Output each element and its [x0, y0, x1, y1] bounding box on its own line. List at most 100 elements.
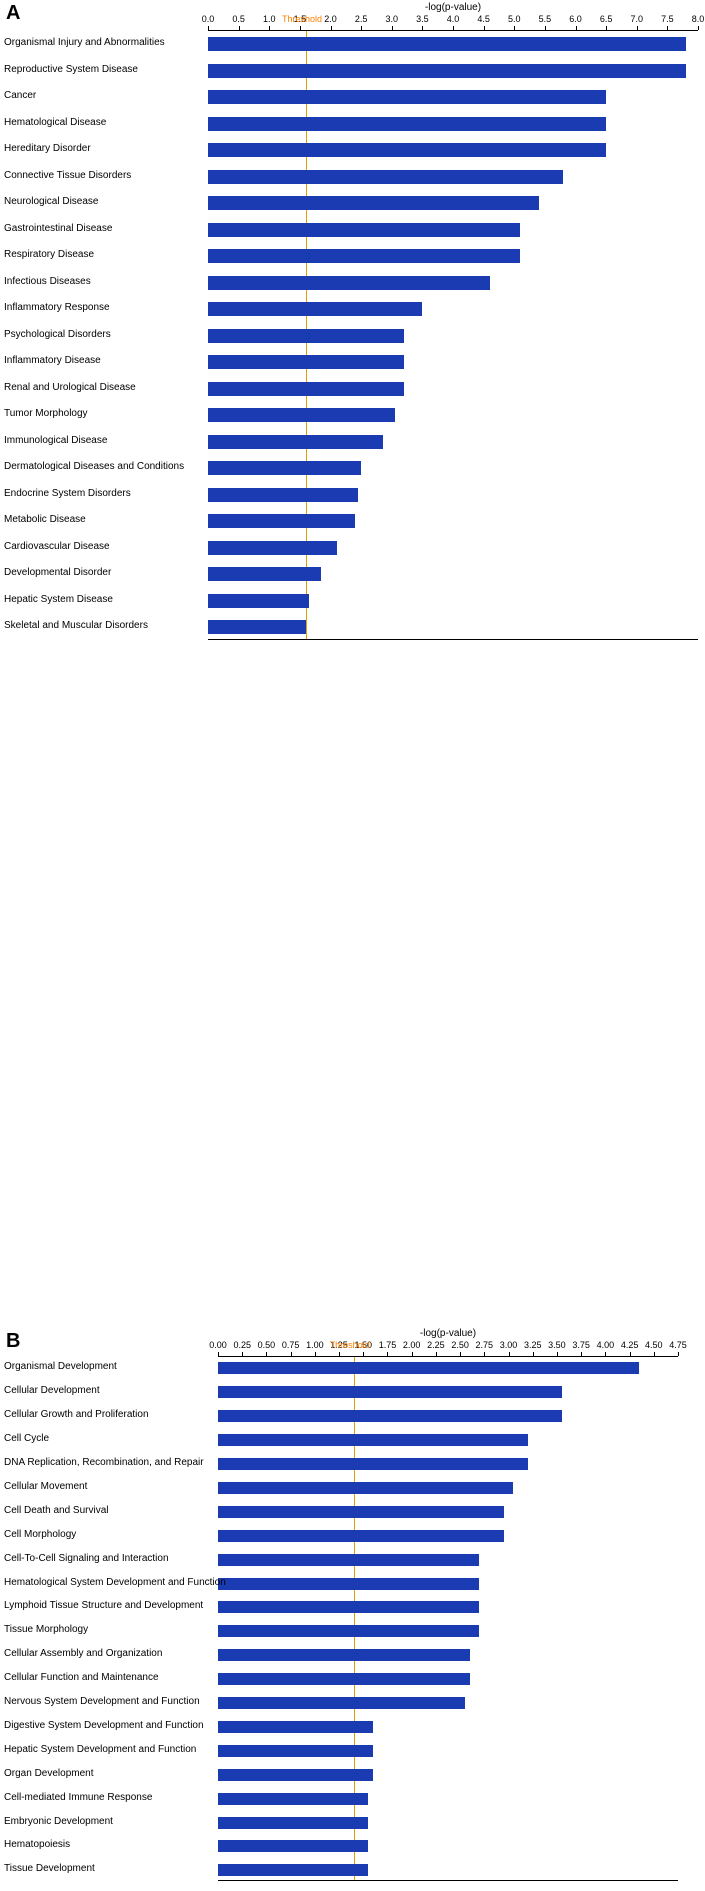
tick-label: 3.75: [572, 1340, 590, 1350]
bar: [208, 567, 321, 581]
category-label: Cellular Development: [4, 1385, 214, 1396]
bar: [218, 1482, 513, 1494]
bar: [208, 37, 686, 51]
category-label: Connective Tissue Disorders: [4, 170, 204, 181]
bar: [208, 223, 520, 237]
bar: [218, 1769, 373, 1781]
x-axis-ticks: 0.000.250.500.751.001.251.501.752.002.25…: [218, 1340, 678, 1354]
category-label: Cellular Movement: [4, 1481, 214, 1492]
bar: [218, 1434, 528, 1446]
category-label: Gastrointestinal Disease: [4, 223, 204, 234]
category-label: Organismal Injury and Abnormalities: [4, 37, 204, 48]
bar: [218, 1721, 373, 1733]
tick-label: 3.00: [500, 1340, 518, 1350]
category-label: DNA Replication, Recombination, and Repa…: [4, 1457, 214, 1468]
x-axis-title: -log(p-value): [218, 1328, 678, 1339]
category-label: Cardiovascular Disease: [4, 541, 204, 552]
tick-label: 4.00: [597, 1340, 615, 1350]
bar: [208, 461, 361, 475]
tick-label: 3.25: [524, 1340, 542, 1350]
bar: [208, 329, 404, 343]
tick-label: 1.0: [263, 14, 276, 24]
tick-label: 5.0: [508, 14, 521, 24]
bar: [208, 249, 520, 263]
tick-label: 7.5: [661, 14, 674, 24]
bar: [218, 1697, 465, 1709]
bar: [208, 143, 606, 157]
bar: [208, 302, 422, 316]
tick-label: 0.0: [202, 14, 215, 24]
bar: [218, 1817, 368, 1829]
category-label: Tissue Development: [4, 1863, 214, 1874]
category-label: Hematopoiesis: [4, 1839, 214, 1850]
bar: [208, 594, 309, 608]
tick-label: 3.50: [548, 1340, 566, 1350]
bar: [218, 1601, 479, 1613]
category-label: Hepatic System Disease: [4, 594, 204, 605]
bar: [218, 1578, 479, 1590]
bar: [208, 514, 355, 528]
category-label: Neurological Disease: [4, 196, 204, 207]
threshold-label: Threshold: [330, 1340, 370, 1350]
bar: [218, 1386, 562, 1398]
category-label: Respiratory Disease: [4, 249, 204, 260]
panel-b: B-log(p-value)0.000.250.500.751.001.251.…: [0, 650, 705, 1891]
bar: [208, 64, 686, 78]
category-label: Tumor Morphology: [4, 408, 204, 419]
bar: [218, 1362, 639, 1374]
category-label: Reproductive System Disease: [4, 64, 204, 75]
tick-label: 3.5: [416, 14, 429, 24]
tick-label: 0.50: [258, 1340, 276, 1350]
tick-label: 2.25: [427, 1340, 445, 1350]
category-label: Cellular Assembly and Organization: [4, 1648, 214, 1659]
tick-label: 4.0: [447, 14, 460, 24]
category-label: Cell-To-Cell Signaling and Interaction: [4, 1553, 214, 1564]
tick-label: 3.0: [385, 14, 398, 24]
tick-label: 2.75: [476, 1340, 494, 1350]
category-label: Developmental Disorder: [4, 567, 204, 578]
bar: [208, 196, 539, 210]
bar: [208, 435, 383, 449]
tick-label: 8.0: [692, 14, 705, 24]
category-label: Renal and Urological Disease: [4, 382, 204, 393]
category-label: Cell-mediated Immune Response: [4, 1792, 214, 1803]
panel-letter: A: [6, 2, 20, 25]
category-label: Immunological Disease: [4, 435, 204, 446]
tick-label: 4.75: [669, 1340, 687, 1350]
category-label: Cell Cycle: [4, 1433, 214, 1444]
category-label: Metabolic Disease: [4, 514, 204, 525]
tick-label: 5.5: [539, 14, 552, 24]
tick-label: 2.0: [324, 14, 337, 24]
threshold-label: Threshold: [282, 14, 322, 24]
category-label: Infectious Diseases: [4, 276, 204, 287]
category-label: Tissue Morphology: [4, 1624, 214, 1635]
x-axis-title: -log(p-value): [208, 2, 698, 13]
tick-label: 4.5: [477, 14, 490, 24]
tick-label: 7.0: [630, 14, 643, 24]
tick-label: 1.00: [306, 1340, 324, 1350]
tick-label: 4.25: [621, 1340, 639, 1350]
category-label: Dermatological Diseases and Conditions: [4, 461, 204, 472]
tick-label: 2.50: [451, 1340, 469, 1350]
bar: [218, 1840, 368, 1852]
category-label: Hepatic System Development and Function: [4, 1744, 214, 1755]
category-label: Lymphoid Tissue Structure and Developmen…: [4, 1600, 214, 1611]
bar: [218, 1625, 479, 1637]
bar: [208, 408, 395, 422]
bar: [218, 1506, 504, 1518]
bar: [218, 1410, 562, 1422]
category-label: Cancer: [4, 90, 204, 101]
category-label: Inflammatory Response: [4, 302, 204, 313]
category-label: Cell Death and Survival: [4, 1505, 214, 1516]
category-label: Organ Development: [4, 1768, 214, 1779]
bar: [218, 1554, 479, 1566]
category-label: Hereditary Disorder: [4, 143, 204, 154]
bar: [208, 170, 563, 184]
bar: [218, 1673, 470, 1685]
bar: [218, 1745, 373, 1757]
bar: [218, 1530, 504, 1542]
bar: [208, 382, 404, 396]
bar: [208, 117, 606, 131]
bar: [218, 1793, 368, 1805]
category-label: Cellular Growth and Proliferation: [4, 1409, 214, 1420]
